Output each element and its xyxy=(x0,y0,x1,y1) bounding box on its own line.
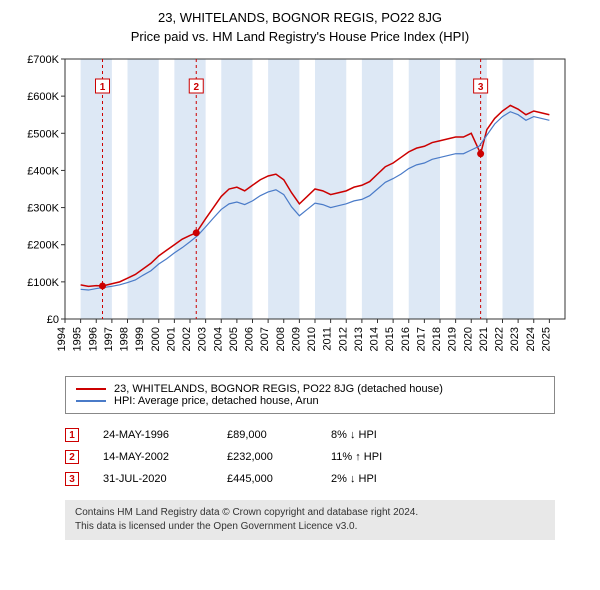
legend-swatch xyxy=(76,400,106,402)
svg-text:1994: 1994 xyxy=(56,327,68,351)
svg-text:£200K: £200K xyxy=(27,240,59,252)
svg-text:2: 2 xyxy=(193,82,199,93)
event-row: 2 14-MAY-2002 £232,000 11% ↑ HPI xyxy=(65,446,555,468)
price-chart: £0 £100K £200K £300K £400K £500K £600K £700K 199… xyxy=(15,54,585,364)
event-price: £445,000 xyxy=(227,473,307,485)
svg-text:2022: 2022 xyxy=(494,327,506,351)
svg-text:£500K: £500K xyxy=(27,128,59,140)
svg-text:£400K: £400K xyxy=(27,165,59,177)
svg-text:1996: 1996 xyxy=(87,327,99,351)
event-hpi: 2% ↓ HPI xyxy=(331,473,411,485)
event-date: 31-JUL-2020 xyxy=(103,473,203,485)
legend-label: 23, WHITELANDS, BOGNOR REGIS, PO22 8JG (… xyxy=(114,383,443,395)
svg-text:2017: 2017 xyxy=(415,327,427,351)
footer-attribution: Contains HM Land Registry data © Crown c… xyxy=(65,500,555,540)
svg-text:£300K: £300K xyxy=(27,203,59,215)
svg-text:£600K: £600K xyxy=(27,91,59,103)
svg-text:£700K: £700K xyxy=(27,54,59,66)
svg-text:2012: 2012 xyxy=(337,327,349,351)
event-list: 1 24-MAY-1996 £89,000 8% ↓ HPI 2 14-MAY-2002 £… xyxy=(65,424,555,490)
legend-swatch xyxy=(76,388,106,390)
title-subtitle: Price paid vs. HM Land Registry's House … xyxy=(15,29,585,44)
event-date: 24-MAY-1996 xyxy=(103,429,203,441)
event-hpi: 11% ↑ HPI xyxy=(331,451,411,463)
chart-area: £0 £100K £200K £300K £400K £500K £600K £700K 199… xyxy=(15,54,585,364)
event-marker: 2 xyxy=(65,450,79,464)
event-marker: 1 xyxy=(65,428,79,442)
svg-text:2009: 2009 xyxy=(290,327,302,351)
svg-text:2018: 2018 xyxy=(431,327,443,351)
svg-text:2006: 2006 xyxy=(244,327,256,351)
svg-text:2004: 2004 xyxy=(212,327,224,351)
svg-text:1995: 1995 xyxy=(72,327,84,351)
svg-text:£100K: £100K xyxy=(27,277,59,289)
svg-text:1998: 1998 xyxy=(119,327,131,351)
svg-text:2010: 2010 xyxy=(306,327,318,351)
svg-text:£0: £0 xyxy=(47,314,59,326)
legend-item: HPI: Average price, detached house, Arun xyxy=(76,395,544,407)
svg-text:3: 3 xyxy=(478,82,484,93)
svg-text:1997: 1997 xyxy=(103,327,115,351)
svg-text:2000: 2000 xyxy=(150,327,162,351)
event-marker: 3 xyxy=(65,472,79,486)
legend-label: HPI: Average price, detached house, Arun xyxy=(114,395,319,407)
event-price: £89,000 xyxy=(227,429,307,441)
svg-text:2002: 2002 xyxy=(181,327,193,351)
legend: 23, WHITELANDS, BOGNOR REGIS, PO22 8JG (… xyxy=(65,376,555,414)
svg-text:2016: 2016 xyxy=(400,327,412,351)
svg-text:2019: 2019 xyxy=(447,327,459,351)
svg-text:2020: 2020 xyxy=(462,327,474,351)
event-date: 14-MAY-2002 xyxy=(103,451,203,463)
svg-text:2025: 2025 xyxy=(540,327,552,351)
svg-text:2014: 2014 xyxy=(369,327,381,351)
event-price: £232,000 xyxy=(227,451,307,463)
svg-text:2015: 2015 xyxy=(384,327,396,351)
event-row: 1 24-MAY-1996 £89,000 8% ↓ HPI xyxy=(65,424,555,446)
svg-text:2021: 2021 xyxy=(478,327,490,351)
event-hpi: 8% ↓ HPI xyxy=(331,429,411,441)
footer-line1: Contains HM Land Registry data © Crown c… xyxy=(75,506,545,520)
svg-text:2007: 2007 xyxy=(259,327,271,351)
svg-text:2003: 2003 xyxy=(197,327,209,351)
footer-line2: This data is licensed under the Open Gov… xyxy=(75,520,545,534)
svg-text:2001: 2001 xyxy=(165,327,177,351)
chart-titles: 23, WHITELANDS, BOGNOR REGIS, PO22 8JG P… xyxy=(15,10,585,44)
legend-item: 23, WHITELANDS, BOGNOR REGIS, PO22 8JG (… xyxy=(76,383,544,395)
svg-text:2013: 2013 xyxy=(353,327,365,351)
event-row: 3 31-JUL-2020 £445,000 2% ↓ HPI xyxy=(65,468,555,490)
svg-text:2011: 2011 xyxy=(322,327,334,351)
svg-text:1: 1 xyxy=(100,82,106,93)
svg-text:2008: 2008 xyxy=(275,327,287,351)
svg-text:1999: 1999 xyxy=(134,327,146,351)
title-address: 23, WHITELANDS, BOGNOR REGIS, PO22 8JG xyxy=(15,10,585,25)
svg-text:2023: 2023 xyxy=(509,327,521,351)
svg-text:2005: 2005 xyxy=(228,327,240,351)
svg-text:2024: 2024 xyxy=(525,327,537,351)
